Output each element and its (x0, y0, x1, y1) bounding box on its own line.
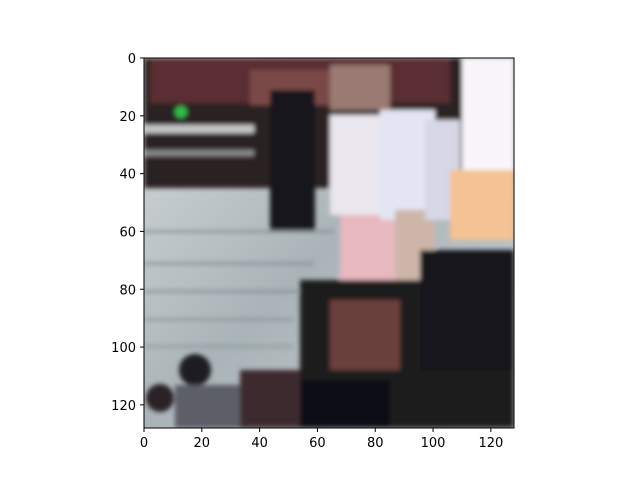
y-tick-label: 20 (119, 110, 136, 125)
x-axis-ticks: 0 20 40 60 80 100 120 (140, 428, 503, 451)
photo-image (144, 58, 514, 428)
x-tick-label: 80 (367, 436, 384, 451)
y-tick-label: 60 (119, 225, 136, 240)
x-tick-label: 100 (421, 436, 446, 451)
x-tick-label: 20 (194, 436, 211, 451)
y-tick-label: 80 (119, 283, 136, 298)
y-tick-label: 40 (119, 168, 136, 183)
x-tick-label: 40 (251, 436, 268, 451)
y-tick-label: 120 (111, 399, 136, 414)
y-axis-ticks: 0 20 40 60 80 100 120 (111, 52, 144, 414)
x-tick-label: 0 (140, 436, 148, 451)
y-tick-label: 0 (128, 52, 136, 67)
y-tick-label: 100 (111, 341, 136, 356)
x-tick-label: 60 (309, 436, 326, 451)
axes-frame (143, 57, 515, 429)
x-tick-label: 120 (478, 436, 503, 451)
